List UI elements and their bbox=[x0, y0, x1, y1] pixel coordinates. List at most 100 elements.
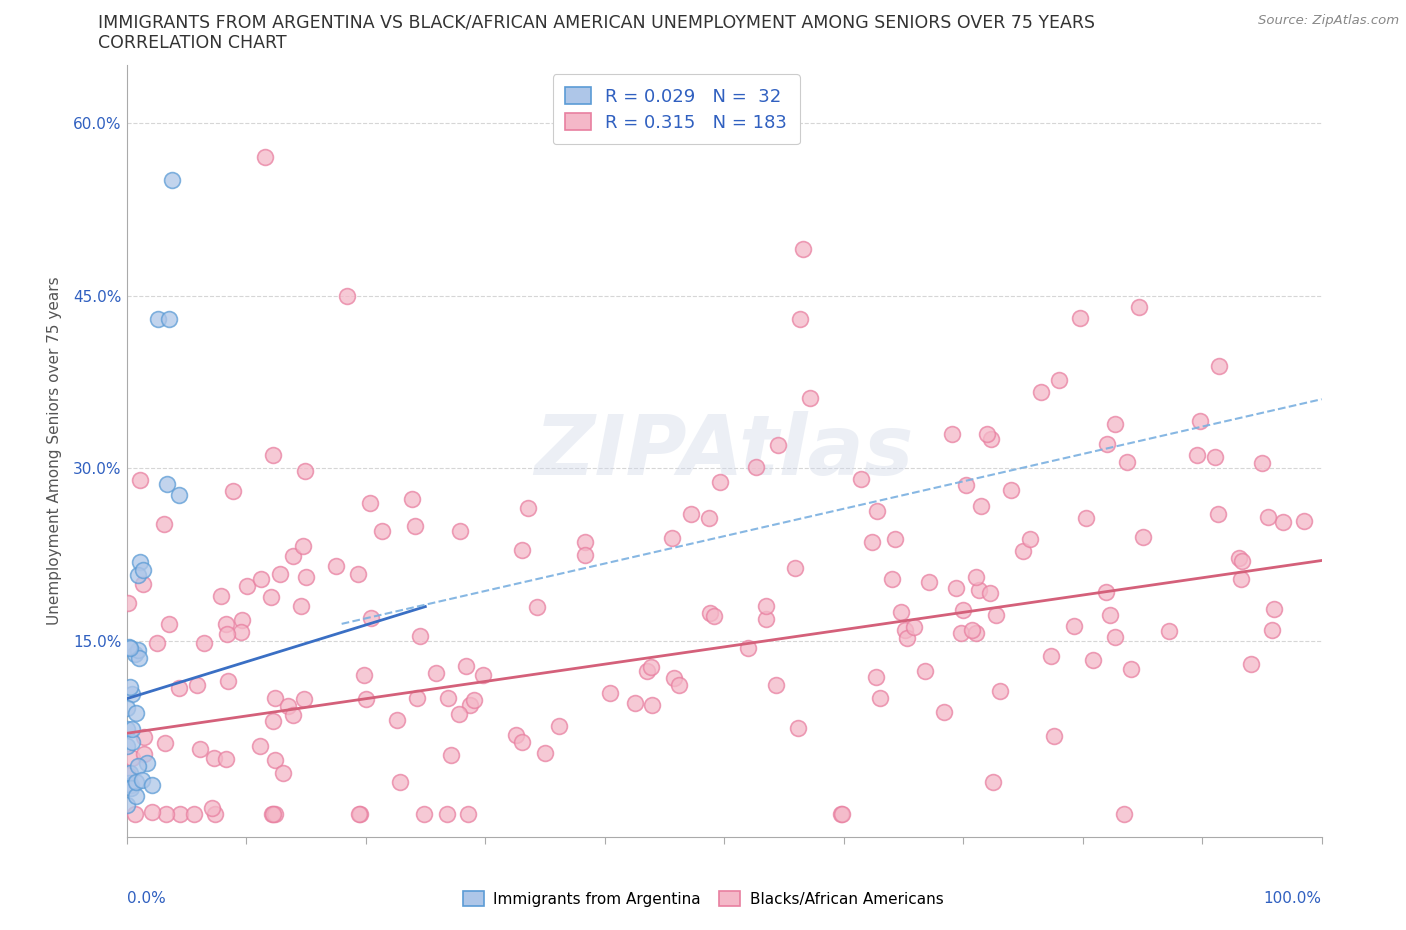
Point bbox=[167, 487, 190, 502]
Point bbox=[755, 612, 778, 627]
Point bbox=[1063, 618, 1085, 633]
Point bbox=[115, 797, 138, 812]
Point bbox=[277, 699, 299, 714]
Point bbox=[121, 735, 143, 750]
Point bbox=[127, 567, 149, 582]
Point bbox=[457, 806, 479, 821]
Point bbox=[1251, 456, 1274, 471]
Point bbox=[347, 806, 370, 821]
Point bbox=[765, 678, 787, 693]
Text: ZIPAtlas: ZIPAtlas bbox=[534, 410, 914, 492]
Y-axis label: Unemployment Among Seniors over 75 years: Unemployment Among Seniors over 75 years bbox=[46, 277, 62, 625]
Point bbox=[120, 780, 142, 795]
Point bbox=[129, 555, 152, 570]
Legend: R = 0.029   N =  32, R = 0.315   N = 183: R = 0.029 N = 32, R = 0.315 N = 183 bbox=[553, 74, 800, 144]
Point bbox=[231, 625, 253, 640]
Point bbox=[983, 774, 1005, 789]
Point bbox=[976, 427, 998, 442]
Point bbox=[952, 603, 974, 618]
Point bbox=[918, 575, 941, 590]
Point bbox=[662, 671, 685, 685]
Point bbox=[1047, 373, 1070, 388]
Point bbox=[260, 589, 283, 604]
Point bbox=[1157, 624, 1180, 639]
Point bbox=[117, 722, 139, 737]
Point bbox=[960, 622, 983, 637]
Point bbox=[831, 806, 853, 821]
Point bbox=[281, 708, 304, 723]
Point bbox=[456, 658, 478, 673]
Point bbox=[437, 691, 460, 706]
Point bbox=[1260, 623, 1282, 638]
Point bbox=[988, 684, 1011, 698]
Point bbox=[1227, 551, 1250, 565]
Point bbox=[624, 696, 647, 711]
Point bbox=[1081, 653, 1104, 668]
Point bbox=[262, 806, 284, 821]
Point bbox=[945, 580, 967, 595]
Point bbox=[120, 777, 142, 792]
Point bbox=[865, 670, 887, 684]
Point bbox=[125, 775, 148, 790]
Point bbox=[574, 548, 596, 563]
Text: 100.0%: 100.0% bbox=[1264, 891, 1322, 906]
Point bbox=[1208, 358, 1230, 373]
Point bbox=[516, 500, 538, 515]
Point bbox=[914, 663, 936, 678]
Point bbox=[193, 635, 215, 650]
Point bbox=[125, 789, 148, 804]
Point bbox=[204, 806, 226, 821]
Point bbox=[325, 559, 347, 574]
Point bbox=[449, 524, 471, 538]
Point bbox=[505, 727, 527, 742]
Point bbox=[404, 518, 426, 533]
Point bbox=[949, 626, 972, 641]
Point bbox=[262, 714, 284, 729]
Point bbox=[965, 626, 987, 641]
Point bbox=[273, 766, 295, 781]
Point bbox=[1095, 436, 1118, 451]
Point bbox=[120, 680, 142, 695]
Point bbox=[1232, 553, 1254, 568]
Point bbox=[526, 600, 548, 615]
Point bbox=[146, 312, 169, 326]
Point bbox=[599, 686, 621, 701]
Point bbox=[141, 777, 163, 792]
Point bbox=[253, 150, 276, 165]
Point bbox=[121, 686, 143, 701]
Point bbox=[156, 476, 179, 491]
Point bbox=[1132, 529, 1154, 544]
Point bbox=[979, 585, 1001, 600]
Point bbox=[127, 643, 149, 658]
Point bbox=[183, 806, 205, 821]
Point bbox=[980, 432, 1002, 446]
Point bbox=[263, 691, 285, 706]
Point bbox=[699, 605, 721, 620]
Point bbox=[118, 640, 141, 655]
Point bbox=[115, 700, 138, 715]
Point bbox=[745, 459, 768, 474]
Legend: Immigrants from Argentina, Blacks/African Americans: Immigrants from Argentina, Blacks/Africa… bbox=[457, 885, 949, 913]
Point bbox=[202, 751, 225, 765]
Point bbox=[120, 641, 142, 656]
Point bbox=[1114, 806, 1136, 821]
Point bbox=[347, 566, 370, 581]
Point bbox=[157, 617, 180, 631]
Point bbox=[128, 650, 150, 665]
Point bbox=[336, 288, 359, 303]
Point bbox=[894, 622, 917, 637]
Text: 0.0%: 0.0% bbox=[127, 891, 166, 906]
Point bbox=[290, 598, 312, 613]
Point bbox=[472, 667, 495, 682]
Point bbox=[510, 735, 533, 750]
Point bbox=[447, 707, 470, 722]
Point bbox=[548, 718, 571, 733]
Point bbox=[132, 730, 155, 745]
Point bbox=[458, 698, 481, 712]
Point bbox=[167, 681, 190, 696]
Point bbox=[188, 741, 211, 756]
Point bbox=[132, 746, 155, 761]
Point bbox=[636, 663, 658, 678]
Point bbox=[292, 691, 315, 706]
Point bbox=[679, 507, 702, 522]
